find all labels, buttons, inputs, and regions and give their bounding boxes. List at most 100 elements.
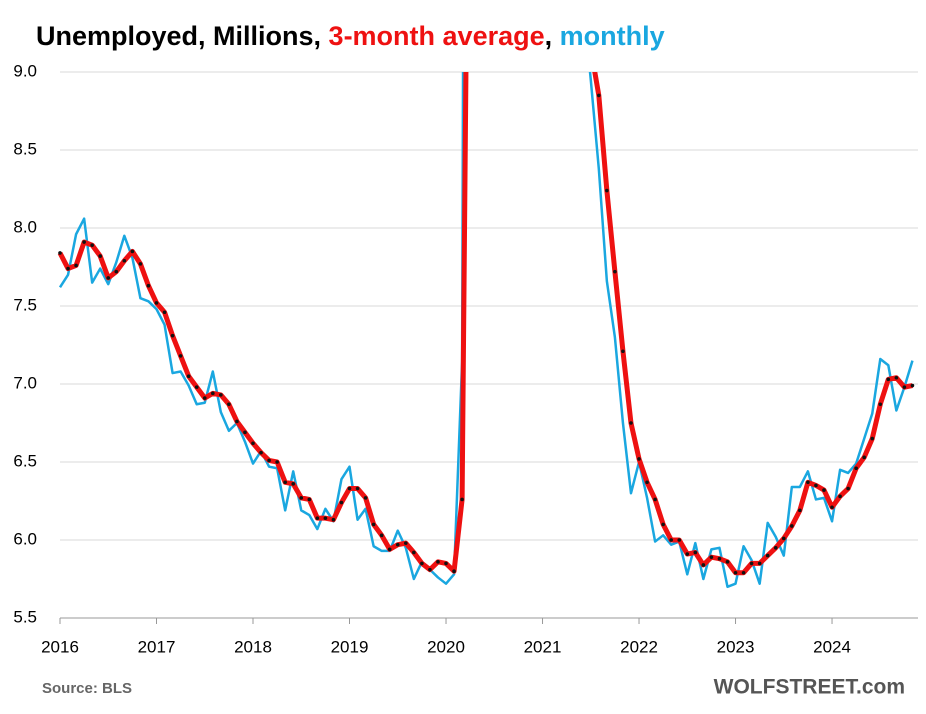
data-point	[162, 310, 167, 315]
series-line	[57, 72, 913, 576]
data-point	[98, 254, 103, 258]
data-point	[363, 496, 368, 500]
title-text: Unemployed, Millions,	[36, 21, 321, 51]
data-point	[178, 354, 183, 358]
data-point	[428, 567, 432, 572]
data-point	[412, 550, 416, 555]
data-point	[210, 391, 215, 396]
y-tick-label: 6.0	[13, 529, 37, 548]
data-point	[814, 483, 818, 488]
data-point	[275, 460, 279, 464]
data-point	[894, 375, 899, 380]
y-tick-label: 7.5	[13, 295, 37, 314]
data-point	[677, 538, 682, 542]
data-point	[219, 393, 223, 397]
data-point	[749, 561, 754, 566]
watermark: WOLFSTREET.com	[714, 676, 905, 699]
data-point	[838, 494, 842, 499]
data-point	[629, 421, 633, 425]
source: Source: BLS	[42, 680, 132, 697]
data-point	[235, 419, 239, 424]
legend-monthly: monthly	[560, 21, 665, 51]
data-point	[460, 497, 464, 502]
data-point	[637, 457, 641, 461]
data-point	[806, 480, 810, 485]
data-point	[597, 93, 601, 98]
data-point	[283, 480, 287, 485]
data-point	[846, 486, 850, 491]
data-point	[886, 377, 891, 382]
data-point	[227, 402, 231, 407]
y-tick-label: 6.5	[13, 451, 37, 470]
data-point	[170, 333, 175, 338]
data-point	[621, 349, 625, 354]
y-tick-label: 8.5	[13, 139, 37, 158]
data-point	[709, 555, 714, 559]
data-point	[420, 561, 424, 566]
data-point	[66, 266, 70, 271]
data-point	[765, 553, 770, 558]
data-point	[267, 458, 271, 463]
data-point	[186, 374, 191, 379]
data-point	[154, 301, 159, 305]
data-point	[717, 556, 722, 561]
x-tick-label: 2019	[331, 637, 369, 656]
chart-title: Unemployed, Millions, 3-month average, m…	[36, 21, 665, 51]
data-point	[862, 455, 866, 460]
data-point	[355, 486, 360, 491]
plot-area	[57, 72, 915, 589]
data-point	[315, 516, 320, 520]
data-point	[870, 436, 875, 441]
x-tick-label: 2020	[427, 637, 465, 656]
data-point	[138, 262, 143, 266]
data-point	[299, 496, 304, 500]
data-point	[106, 276, 111, 280]
data-point	[307, 497, 312, 502]
data-point	[331, 517, 336, 522]
data-point	[90, 243, 94, 247]
data-point	[701, 563, 706, 567]
data-point	[146, 283, 151, 288]
data-point	[114, 269, 119, 274]
data-point	[613, 269, 617, 274]
series-line	[58, 72, 914, 589]
data-point	[822, 488, 826, 492]
data-point	[404, 541, 408, 545]
legend-separator: ,	[545, 21, 553, 51]
data-point	[130, 249, 135, 254]
data-point	[339, 500, 344, 505]
x-tick-label: 2023	[717, 637, 755, 656]
data-point	[605, 188, 609, 193]
data-point	[661, 522, 665, 527]
data-point	[653, 497, 657, 502]
data-point	[122, 258, 127, 263]
data-point	[436, 560, 440, 564]
data-point	[830, 505, 834, 510]
data-point	[444, 561, 448, 566]
data-point	[194, 385, 199, 389]
y-tick-label: 7.0	[13, 373, 37, 392]
data-point	[379, 533, 384, 538]
x-tick-label: 2017	[138, 637, 176, 656]
data-point	[202, 396, 207, 400]
data-point	[741, 570, 746, 575]
y-tick-label: 8.0	[13, 217, 37, 236]
x-tick-label: 2021	[524, 637, 562, 656]
data-point	[243, 430, 247, 435]
data-point	[910, 383, 915, 388]
data-point	[259, 450, 263, 455]
data-point	[854, 466, 858, 471]
data-point	[291, 482, 296, 486]
data-point	[773, 546, 778, 550]
data-point	[725, 560, 730, 564]
x-tick-label: 2018	[234, 637, 272, 656]
data-point	[733, 570, 738, 575]
y-tick-label: 9.0	[13, 61, 37, 80]
data-point	[669, 538, 673, 542]
data-point	[323, 516, 328, 520]
data-point	[251, 441, 255, 446]
data-point	[790, 524, 794, 528]
data-point	[798, 508, 802, 513]
y-tick-label: 5.5	[13, 607, 37, 626]
